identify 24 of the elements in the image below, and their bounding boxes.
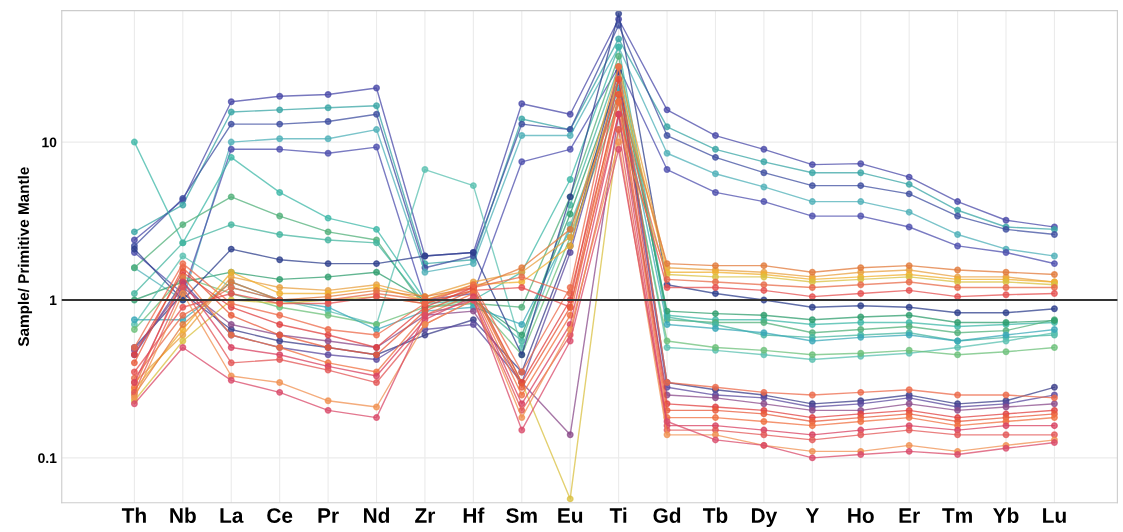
x-tick-label: Dy <box>751 508 778 528</box>
y-tick-label: 10 <box>42 137 57 148</box>
x-tick-label: Ho <box>848 508 874 523</box>
x-tick-label: Th <box>121 507 146 523</box>
x-tick-label: Sm <box>506 508 537 523</box>
x-tick-label: Ce <box>267 508 293 523</box>
x-tick-label: Zr <box>415 508 436 523</box>
x-tick-label: Gd <box>653 507 681 523</box>
x-tick-label: Tb <box>702 507 728 523</box>
y-tick-label: 0.1 <box>38 453 57 464</box>
x-tick-label: La <box>220 508 244 523</box>
x-tick-label: Pr <box>318 508 339 523</box>
x-tick-label: Eu <box>558 508 583 523</box>
x-tick-label: Yb <box>993 507 1019 523</box>
y-axis-title: Sample/ Primitive Mantle <box>17 167 33 347</box>
x-tick-label: Lu <box>1043 508 1066 523</box>
x-tick-label: Hf <box>463 507 485 523</box>
x-tick-label: Ti <box>609 507 627 523</box>
x-tick-label: Nb <box>170 507 196 523</box>
y-tick-label: 1 <box>50 295 57 306</box>
x-tick-label: Er <box>899 508 920 523</box>
x-tick-label: Y <box>805 508 819 523</box>
x-tick-label: Tm <box>942 508 972 523</box>
x-tick-label: Nd <box>364 507 390 523</box>
